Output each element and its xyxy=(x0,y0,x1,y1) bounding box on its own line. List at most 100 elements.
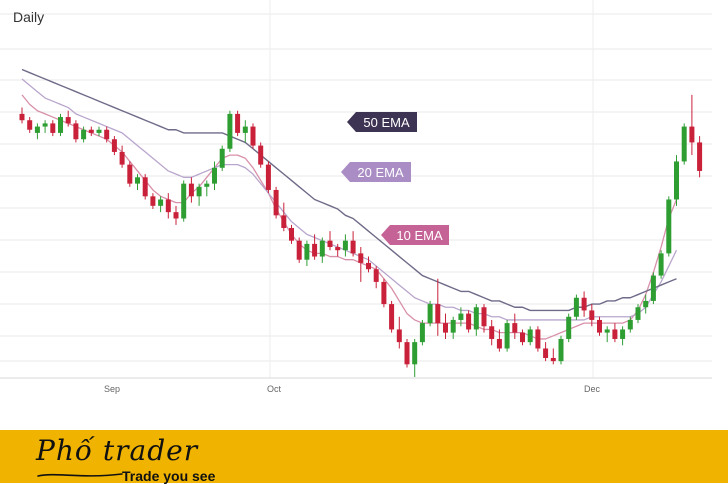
candle-down xyxy=(19,113,25,121)
x-tick-label: Dec xyxy=(584,384,601,394)
candle-up xyxy=(427,304,433,324)
candle-up xyxy=(650,275,656,301)
candle-down xyxy=(404,342,410,365)
candle-up xyxy=(219,148,225,168)
candle-down xyxy=(111,139,117,152)
candle-down xyxy=(443,323,448,333)
candle-up xyxy=(573,297,579,317)
candle-up xyxy=(81,129,87,140)
candle-up xyxy=(681,126,687,162)
candle-up xyxy=(473,307,479,330)
candle-down xyxy=(289,228,294,241)
candle-down xyxy=(581,297,587,311)
candle-down xyxy=(597,319,602,333)
label-20-ema: 20 EMA xyxy=(357,165,404,180)
candle-up xyxy=(181,183,187,219)
candle-up xyxy=(196,186,202,197)
candle-down xyxy=(127,164,133,184)
candle-up xyxy=(58,117,63,133)
candle-up xyxy=(658,253,664,276)
candle-up xyxy=(158,199,164,206)
label-50-ema: 50 EMA xyxy=(363,115,410,130)
candle-down xyxy=(188,183,194,197)
candle-down xyxy=(173,212,179,219)
candle-up xyxy=(635,307,641,320)
candle-down xyxy=(312,243,318,257)
candle-down xyxy=(119,151,125,165)
candle-down xyxy=(88,129,94,133)
candle-down xyxy=(435,304,441,324)
candle-up xyxy=(666,199,672,254)
candle-down xyxy=(73,123,79,140)
candle-up xyxy=(566,316,572,339)
candles-group xyxy=(19,94,703,377)
candle-up xyxy=(412,342,418,365)
candle-down xyxy=(543,348,549,358)
candle-down xyxy=(481,307,487,327)
candle-down xyxy=(520,332,525,343)
x-tick-label: Oct xyxy=(267,384,282,394)
label-50-ema-tag xyxy=(347,112,417,132)
candle-up xyxy=(450,319,456,333)
candle-down xyxy=(366,262,371,270)
candle-down xyxy=(281,215,287,229)
candle-down xyxy=(296,240,302,260)
candle-down xyxy=(612,329,618,339)
x-tick-label: Sep xyxy=(104,384,120,394)
candle-up xyxy=(204,183,210,187)
candle-up xyxy=(674,161,679,200)
candle-down xyxy=(273,189,279,216)
candle-up xyxy=(558,338,564,362)
candle-down xyxy=(389,304,395,330)
candle-up xyxy=(135,177,140,184)
candle-down xyxy=(550,357,556,362)
candle-up xyxy=(620,329,626,339)
candle-down xyxy=(496,338,502,349)
candle-up xyxy=(96,129,102,133)
candle-up xyxy=(342,240,348,251)
candle-down xyxy=(689,126,695,143)
candle-up xyxy=(304,243,310,260)
candle-down xyxy=(327,240,333,248)
candle-down xyxy=(250,126,256,146)
brand-tagline: Trade you see xyxy=(122,468,216,484)
candle-up xyxy=(458,313,464,320)
candle-up xyxy=(643,300,649,308)
brand-swash xyxy=(37,473,123,477)
candle-up xyxy=(34,126,40,133)
ema-candlestick-chart: Daily Sep Oct Dec 50 EMA 20 EMA 10 EMA xyxy=(0,0,712,394)
candle-down xyxy=(142,177,148,197)
candle-down xyxy=(396,329,402,343)
candle-down xyxy=(489,326,495,339)
candle-down xyxy=(350,240,356,254)
candle-down xyxy=(65,117,71,124)
candle-down xyxy=(50,123,56,133)
label-20-ema-tag xyxy=(341,162,411,182)
candle-down xyxy=(258,145,264,165)
candle-down xyxy=(27,120,33,130)
candle-down xyxy=(235,113,241,133)
candle-up xyxy=(319,240,325,257)
label-10-ema: 10 EMA xyxy=(396,228,443,243)
candle-down xyxy=(535,329,541,349)
ema-line-20 xyxy=(21,78,678,321)
candle-down xyxy=(697,142,703,171)
candle-up xyxy=(504,323,510,349)
candle-down xyxy=(373,269,379,282)
candle-up xyxy=(242,126,248,133)
candle-up xyxy=(527,329,533,343)
candle-up xyxy=(604,329,610,333)
candle-down xyxy=(589,310,595,320)
candle-down xyxy=(104,129,110,140)
candle-down xyxy=(466,313,472,330)
candle-down xyxy=(265,164,271,190)
candle-down xyxy=(512,323,518,333)
brand-logo-text: Phố trader xyxy=(36,434,199,467)
candle-down xyxy=(165,199,171,213)
candle-up xyxy=(227,113,233,149)
candle-up xyxy=(42,123,48,127)
candle-up xyxy=(419,323,425,343)
candle-down xyxy=(358,253,364,263)
candle-up xyxy=(627,319,633,330)
ema-line-50 xyxy=(21,68,677,312)
